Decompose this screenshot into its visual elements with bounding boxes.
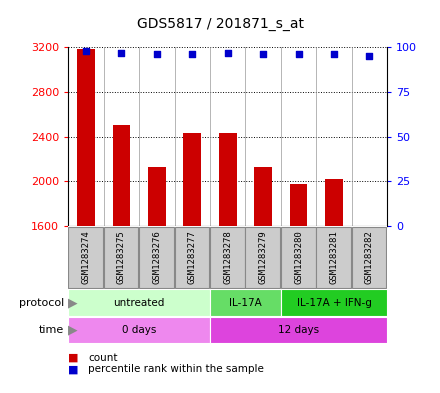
Text: GSM1283281: GSM1283281 [330, 231, 338, 284]
Bar [325, 179, 343, 226]
Text: ■: ■ [68, 353, 79, 363]
Bar [139, 227, 174, 288]
Bar [104, 227, 139, 288]
Text: GSM1283275: GSM1283275 [117, 231, 126, 284]
Text: 12 days: 12 days [278, 325, 319, 335]
Point [224, 50, 231, 56]
Bar [281, 227, 315, 288]
Text: GSM1283279: GSM1283279 [259, 231, 268, 284]
Bar [281, 289, 387, 316]
Bar [210, 289, 281, 316]
Text: GSM1283276: GSM1283276 [152, 231, 161, 284]
Text: percentile rank within the sample: percentile rank within the sample [88, 364, 264, 375]
Bar [68, 227, 103, 288]
Point [295, 51, 302, 57]
Bar [77, 50, 95, 226]
Text: ▶: ▶ [68, 296, 78, 309]
Point [260, 51, 267, 57]
Point [366, 53, 373, 59]
Bar [175, 227, 209, 288]
Bar [113, 125, 130, 226]
Bar [210, 227, 245, 288]
Text: ▶: ▶ [68, 323, 78, 337]
Bar [148, 167, 166, 226]
Bar [210, 317, 387, 343]
Bar [246, 227, 280, 288]
Text: IL-17A: IL-17A [229, 298, 262, 308]
Text: GSM1283280: GSM1283280 [294, 231, 303, 284]
Text: count: count [88, 353, 117, 363]
Bar [68, 289, 210, 316]
Bar [219, 133, 237, 226]
Bar [316, 227, 351, 288]
Text: IL-17A + IFN-g: IL-17A + IFN-g [297, 298, 371, 308]
Point [82, 48, 89, 54]
Text: protocol: protocol [18, 298, 64, 308]
Bar [290, 184, 308, 226]
Bar [68, 317, 210, 343]
Bar [254, 167, 272, 226]
Text: untreated: untreated [114, 298, 165, 308]
Text: GDS5817 / 201871_s_at: GDS5817 / 201871_s_at [136, 17, 304, 31]
Bar [352, 227, 386, 288]
Bar [183, 133, 201, 226]
Point [189, 51, 196, 57]
Text: GSM1283274: GSM1283274 [81, 231, 91, 284]
Point [118, 50, 125, 56]
Text: time: time [39, 325, 64, 335]
Text: 0 days: 0 days [122, 325, 156, 335]
Point [330, 51, 337, 57]
Point [153, 51, 160, 57]
Text: GSM1283282: GSM1283282 [365, 231, 374, 284]
Text: GSM1283278: GSM1283278 [223, 231, 232, 284]
Text: ■: ■ [68, 364, 79, 375]
Text: GSM1283277: GSM1283277 [188, 231, 197, 284]
